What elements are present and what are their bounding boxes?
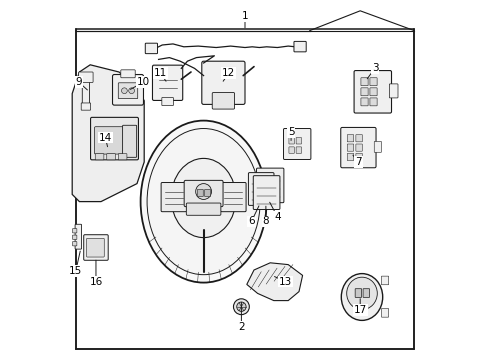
FancyBboxPatch shape	[79, 72, 93, 82]
FancyBboxPatch shape	[205, 189, 210, 197]
FancyBboxPatch shape	[257, 168, 284, 203]
FancyBboxPatch shape	[197, 189, 203, 197]
Text: 4: 4	[274, 212, 281, 222]
Text: 5: 5	[288, 127, 294, 137]
FancyBboxPatch shape	[347, 135, 354, 142]
FancyBboxPatch shape	[253, 176, 280, 210]
Text: 9: 9	[75, 77, 82, 87]
FancyBboxPatch shape	[370, 88, 377, 96]
FancyBboxPatch shape	[73, 235, 77, 239]
FancyBboxPatch shape	[162, 98, 173, 105]
Circle shape	[129, 88, 134, 94]
Ellipse shape	[347, 277, 377, 310]
FancyBboxPatch shape	[82, 78, 90, 105]
Text: 12: 12	[222, 68, 235, 78]
FancyBboxPatch shape	[361, 88, 368, 96]
Text: 15: 15	[69, 266, 82, 276]
FancyBboxPatch shape	[361, 78, 368, 86]
Circle shape	[122, 88, 127, 94]
FancyBboxPatch shape	[361, 98, 368, 106]
FancyBboxPatch shape	[289, 147, 294, 153]
FancyBboxPatch shape	[363, 289, 369, 297]
Circle shape	[233, 299, 249, 315]
FancyBboxPatch shape	[118, 83, 138, 99]
Bar	[76, 29, 414, 349]
FancyBboxPatch shape	[73, 229, 77, 233]
FancyBboxPatch shape	[212, 93, 235, 109]
FancyBboxPatch shape	[356, 144, 363, 151]
FancyBboxPatch shape	[87, 238, 104, 257]
FancyBboxPatch shape	[122, 125, 137, 157]
FancyBboxPatch shape	[152, 65, 183, 100]
FancyBboxPatch shape	[370, 98, 377, 106]
FancyBboxPatch shape	[296, 138, 301, 144]
FancyBboxPatch shape	[113, 75, 144, 105]
FancyBboxPatch shape	[145, 43, 157, 54]
FancyBboxPatch shape	[355, 289, 362, 297]
FancyBboxPatch shape	[118, 154, 127, 160]
Ellipse shape	[147, 129, 260, 275]
FancyBboxPatch shape	[91, 117, 139, 160]
Text: 8: 8	[263, 216, 269, 226]
FancyBboxPatch shape	[341, 127, 376, 168]
FancyBboxPatch shape	[202, 61, 245, 104]
Text: 6: 6	[248, 216, 255, 226]
FancyBboxPatch shape	[370, 78, 377, 86]
FancyBboxPatch shape	[84, 235, 108, 260]
FancyBboxPatch shape	[381, 276, 389, 285]
FancyBboxPatch shape	[248, 173, 274, 205]
Polygon shape	[72, 65, 144, 202]
Text: 2: 2	[238, 322, 245, 332]
Ellipse shape	[141, 121, 267, 283]
FancyBboxPatch shape	[347, 144, 354, 151]
FancyBboxPatch shape	[184, 180, 223, 207]
FancyBboxPatch shape	[284, 129, 311, 159]
Text: 17: 17	[354, 305, 367, 315]
Text: 10: 10	[137, 77, 150, 87]
Ellipse shape	[171, 158, 236, 238]
FancyBboxPatch shape	[107, 154, 116, 160]
FancyBboxPatch shape	[294, 41, 306, 52]
FancyBboxPatch shape	[161, 183, 187, 212]
FancyBboxPatch shape	[81, 103, 91, 110]
Text: 3: 3	[372, 63, 379, 73]
Text: 7: 7	[355, 157, 362, 167]
Ellipse shape	[342, 274, 383, 320]
FancyBboxPatch shape	[354, 71, 392, 113]
FancyBboxPatch shape	[95, 127, 123, 154]
Polygon shape	[247, 263, 303, 301]
FancyBboxPatch shape	[356, 153, 363, 161]
FancyBboxPatch shape	[374, 141, 381, 152]
Circle shape	[237, 302, 246, 311]
FancyBboxPatch shape	[356, 135, 363, 142]
FancyBboxPatch shape	[73, 242, 77, 246]
FancyBboxPatch shape	[390, 84, 398, 98]
FancyBboxPatch shape	[289, 138, 294, 144]
FancyBboxPatch shape	[347, 153, 354, 161]
FancyBboxPatch shape	[296, 147, 301, 153]
FancyBboxPatch shape	[220, 183, 246, 212]
FancyBboxPatch shape	[186, 203, 221, 215]
Text: 16: 16	[89, 276, 102, 287]
Text: 11: 11	[154, 68, 167, 78]
Text: 1: 1	[242, 11, 248, 21]
FancyBboxPatch shape	[121, 70, 135, 78]
FancyBboxPatch shape	[381, 309, 389, 317]
Circle shape	[196, 184, 212, 199]
Text: 13: 13	[279, 276, 292, 287]
FancyBboxPatch shape	[95, 154, 104, 160]
Text: 14: 14	[98, 132, 112, 143]
FancyBboxPatch shape	[75, 224, 81, 249]
